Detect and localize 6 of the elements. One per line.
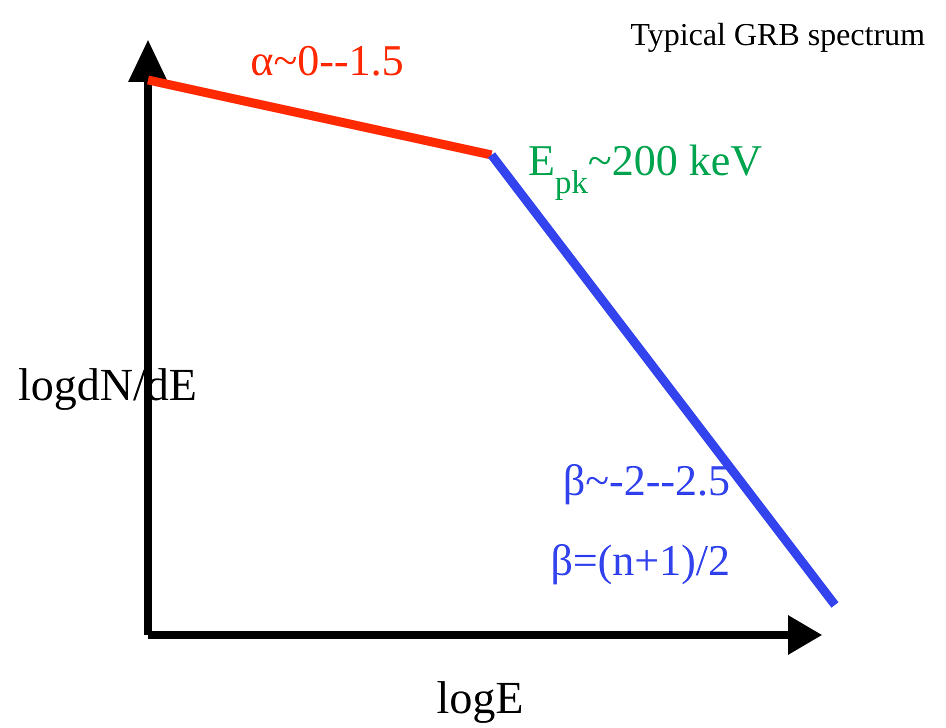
annotation: E$_{pk}$~200 keV bbox=[528, 136, 762, 201]
x-axis-title: logE bbox=[436, 672, 524, 723]
chart-title: Typical GRB spectrum bbox=[630, 16, 926, 52]
annotation: α~0--1.5 bbox=[250, 36, 404, 85]
annotation: β=(n+1)/2 bbox=[550, 536, 730, 585]
annotation: β~-2--2.5 bbox=[562, 456, 730, 505]
